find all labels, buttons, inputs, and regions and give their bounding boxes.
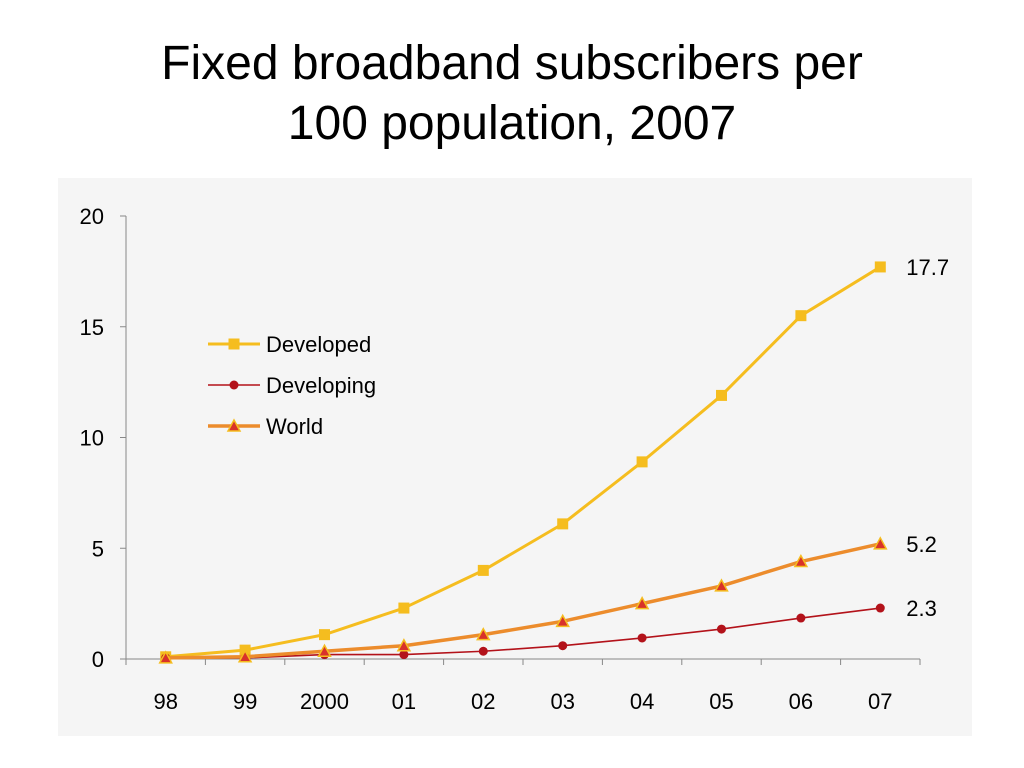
- data-point-world: [793, 553, 809, 568]
- chart-panel: 0 5 10 15 20 98 99 2000 01 02 03 04 05 06 07 17.7 2.3 5…: [58, 178, 972, 736]
- x-tick-labels: 98 99 2000 01 02 03 04 05 06 07: [153, 689, 892, 714]
- y-tick-labels: 0 5 10 15 20: [80, 204, 104, 672]
- data-point-world: [158, 650, 173, 664]
- end-label-world: 5.2: [906, 532, 937, 557]
- legend-item-developing: Developing: [208, 373, 376, 398]
- x-tick-label: 98: [153, 689, 177, 714]
- x-tick-label: 2000: [300, 689, 349, 714]
- data-point-developed: [874, 261, 886, 273]
- x-tick-label: 01: [392, 689, 416, 714]
- x-tick-label: 99: [233, 689, 257, 714]
- chart-axes: [120, 215, 921, 665]
- y-tick-label: 15: [80, 315, 104, 340]
- slide-title: Fixed broadband subscribers per 100 popu…: [0, 34, 1024, 154]
- x-tick-label: 03: [550, 689, 574, 714]
- x-tick-label: 04: [630, 689, 654, 714]
- x-tick-label: 07: [868, 689, 892, 714]
- legend-item-developed: Developed: [208, 332, 371, 357]
- data-point-developing: [637, 633, 647, 643]
- legend-swatch-marker: [228, 338, 240, 350]
- data-point-developed: [477, 564, 489, 576]
- data-point-world: [476, 627, 491, 641]
- data-point-world: [237, 649, 253, 663]
- data-point-world: [714, 578, 729, 592]
- series-line-world: [165, 542, 881, 660]
- slide-title-line-2: 100 population, 2007: [287, 97, 737, 150]
- y-tick-label: 5: [92, 536, 104, 561]
- data-point-world: [317, 643, 332, 657]
- y-tick-label: 20: [80, 204, 104, 229]
- data-point-developed: [716, 389, 727, 401]
- series-world: [158, 536, 888, 664]
- legend-swatch-marker: [229, 380, 239, 390]
- end-labels: 17.7 2.3 5.2: [906, 255, 949, 621]
- data-point-developed: [557, 518, 569, 530]
- legend-label: Developing: [266, 373, 376, 398]
- series-layer: [158, 261, 888, 664]
- x-tick-label: 02: [471, 689, 495, 714]
- end-label-developed: 17.7: [906, 255, 949, 280]
- data-point-world: [634, 596, 650, 610]
- data-point-developed: [319, 629, 330, 641]
- data-point-developed: [398, 602, 410, 614]
- series-line-developing: [165, 607, 881, 659]
- slide-title-line-1: Fixed broadband subscribers per: [161, 37, 863, 90]
- data-point-developed: [636, 456, 648, 468]
- end-label-developing: 2.3: [906, 596, 937, 621]
- data-point-developing: [478, 646, 488, 656]
- chart-legend: Developed Developing World: [208, 332, 376, 439]
- legend-item-world: World: [208, 414, 323, 439]
- series-line-developed: [165, 265, 882, 659]
- series-developed: [160, 261, 886, 663]
- x-tick-label: 05: [709, 689, 733, 714]
- y-tick-label: 0: [92, 647, 104, 672]
- data-point-world: [396, 638, 412, 652]
- data-point-world: [555, 613, 570, 628]
- data-point-developed: [795, 310, 807, 322]
- x-tick-label: 06: [789, 689, 813, 714]
- data-point-developing: [717, 624, 726, 634]
- data-point-world: [873, 536, 888, 550]
- legend-swatch-marker: [226, 418, 242, 432]
- y-tick-label: 10: [80, 426, 104, 451]
- legend-label: Developed: [266, 332, 371, 357]
- data-point-developing: [796, 613, 806, 623]
- legend-label: World: [266, 414, 323, 439]
- data-point-developing: [875, 603, 885, 613]
- data-point-developing: [399, 650, 409, 660]
- data-point-developing: [558, 641, 568, 651]
